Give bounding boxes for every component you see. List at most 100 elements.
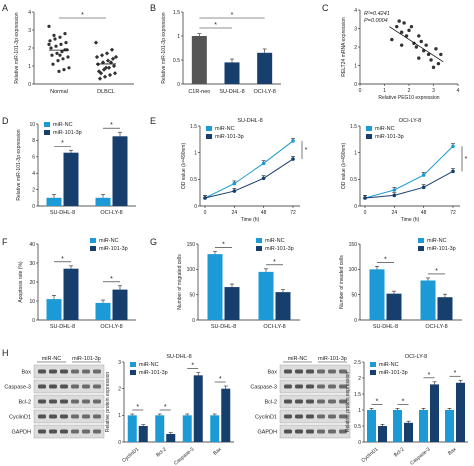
x-tick-label: Bcl-2 [393, 446, 406, 458]
blot-band [317, 384, 325, 389]
blot-band [339, 399, 347, 404]
y-tick-label: 0 [32, 318, 35, 324]
sig-star: * [305, 147, 308, 154]
blot-strip [279, 409, 351, 424]
legend-swatch-0 [256, 238, 262, 243]
blot-band [317, 399, 325, 404]
x-tick-value: 4 [457, 88, 460, 94]
sig-star: * [110, 122, 113, 129]
bar-miR-NC-Bcl-2 [393, 410, 402, 442]
chart-G2: 0 50 100 150 Number of invaded cells * SU-DHL-… [339, 238, 462, 330]
bar-miR-NC-SU-DHL-8 [46, 197, 62, 206]
x-tick-label: Normal [50, 89, 68, 95]
series-point-miR-101-3p [421, 185, 426, 190]
x-tick-label: OCI-LY-8 [254, 89, 276, 95]
blot-band [284, 369, 292, 374]
point-DLBCL [102, 74, 108, 79]
blot-band [71, 429, 79, 434]
sig-star: * [110, 276, 113, 283]
y-tick-label: 1 [354, 150, 357, 156]
annotation-p: P=0.0004 [364, 18, 388, 24]
bar-miR-NC-SU-DHL-8 [207, 254, 223, 320]
legend-label-0: miR-NC [375, 126, 395, 132]
x-tick-label: CyclinD1 [360, 446, 379, 464]
chart-B: 0 0.5 1 1.5 Relative miR-101-3p expression C1… [161, 10, 281, 95]
series-point-miR-NC [451, 144, 455, 149]
point-DLBCL [107, 72, 113, 78]
y-tick-label: 0 [354, 204, 357, 210]
y-tick-label: 1 [194, 150, 197, 156]
sig-star: * [384, 256, 387, 263]
western-blot-0: miR-NC miR-101-3p Bax Caspase-3 Bcl-2 CyclinD… [4, 356, 105, 439]
scatter-point [399, 30, 404, 34]
blot-row-label: Bax [22, 370, 32, 376]
panel-label-C: C [322, 3, 329, 13]
bar-miR-101-3p-OCI-LY-8 [112, 136, 128, 206]
blot-band [82, 384, 90, 389]
blot-strip [279, 379, 351, 394]
point-DLBCL [108, 60, 114, 65]
legend-label-1: miR-101-3p [99, 246, 128, 252]
y-axis-label: Apoptosis rate (%) [18, 261, 24, 302]
blot-band [295, 414, 303, 419]
blot-band [38, 429, 46, 434]
point-DLBCL [111, 63, 117, 69]
y-tick-label: 3 [28, 28, 31, 34]
sig-star: * [61, 140, 64, 147]
sig-star: * [273, 259, 276, 266]
x-tick-value: 0 [204, 210, 207, 216]
x-tick-value: 3 [432, 88, 435, 94]
blot-band [317, 414, 325, 419]
scatter-point [436, 61, 441, 66]
scatter-point [429, 58, 433, 62]
blot-band [328, 399, 336, 404]
scatter-point [409, 24, 414, 29]
x-tick-label: SU-DHL-8 [50, 210, 75, 216]
y-tick-label: 3 [354, 26, 357, 32]
blot-band [38, 384, 46, 389]
x-tick-label: SU-DHL-8 [211, 324, 236, 330]
y-tick-label: 1 [118, 413, 121, 419]
fit-line [389, 26, 444, 63]
blot-band [284, 384, 292, 389]
sig-star: * [231, 12, 234, 19]
blot-band [82, 369, 90, 374]
x-tick-value: 48 [261, 210, 267, 216]
point-Normal [51, 62, 55, 66]
blot-band [339, 369, 347, 374]
y-axis-label: Number of invaded cells [339, 255, 345, 309]
bar-miR-101-3p-Bcl-2 [166, 434, 176, 442]
bar-miR-101-3p-OCI-LY-8 [437, 297, 453, 320]
scatter-point [414, 45, 419, 49]
blot-row-label: CyclinD1 [255, 415, 277, 421]
y-tick-label: 0 [354, 82, 357, 88]
y-tick-label: 2 [354, 45, 357, 51]
blot-band [82, 414, 90, 419]
x-tick-value: 48 [421, 210, 427, 216]
blot-band [49, 429, 57, 434]
panel-label-F: F [2, 237, 8, 247]
y-tick-label: 40 [29, 242, 35, 248]
scatter-point [419, 39, 423, 44]
blot-strip [33, 364, 105, 379]
x-tick-label: C1R-neo [188, 89, 210, 95]
y-tick-label: 50 [189, 292, 195, 298]
series-point-miR-101-3p [232, 189, 237, 193]
bar-miR-NC-CyclinD1 [367, 410, 376, 442]
legend-label-0: miR-NC [379, 362, 399, 368]
point-Normal [49, 46, 53, 50]
blot-band [82, 429, 90, 434]
y-tick-label: 30 [29, 261, 35, 267]
bar-miR-NC-Caspase-3 [419, 410, 428, 442]
scatter-point [426, 52, 431, 57]
point-Normal [55, 51, 59, 56]
blot-band [49, 384, 57, 389]
point-Normal [60, 50, 64, 54]
blot-band [82, 399, 90, 404]
legend-swatch-0 [366, 126, 372, 131]
y-tick-label: 1 [28, 64, 31, 70]
blot-band [295, 369, 303, 374]
point-DLBCL [93, 40, 99, 45]
series-line-miR-101-3p [204, 158, 294, 199]
